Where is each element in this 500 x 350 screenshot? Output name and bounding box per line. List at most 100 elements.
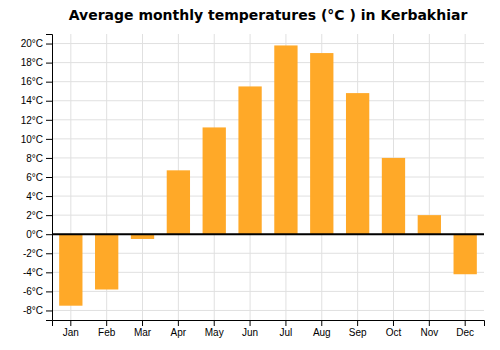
tick-label: 18°C [21,57,43,68]
tick: 20°C [21,38,52,49]
tick-label: 16°C [21,76,43,87]
tick-mark [178,320,179,326]
axis-line [46,35,53,321]
grid-line [465,34,466,320]
chart: -8°C -6°C -4°C -2°C 0°C 2°C 4°C 6°C 8°C 10°C 12°C 1… [0,0,500,350]
tick-mark [46,291,52,292]
bar [310,53,333,234]
grid-line [52,119,484,120]
tick-mark [46,196,52,197]
tick: Dec [456,320,474,338]
tick-mark [46,101,52,102]
tick: Oct [386,320,402,338]
grid-line [52,234,484,235]
bar [418,215,441,234]
tick-label: 0°C [26,229,43,240]
tick-mark [285,320,286,326]
tick-label: 10°C [21,134,43,145]
tick-mark [46,82,52,83]
tick-mark [46,120,52,121]
tick: Jan [63,320,79,338]
grid-line [52,62,484,63]
grid [52,34,484,320]
tick-mark [70,320,71,326]
grid-line [52,43,484,44]
tick-label: 6°C [26,172,43,183]
tick: 4°C [26,191,52,202]
tick-mark [46,44,52,45]
tick-label: -2°C [23,248,43,259]
bar [203,127,226,234]
tick: Mar [134,320,152,338]
grid-line [52,291,484,292]
tick: -2°C [23,248,52,259]
tick-mark [357,320,358,326]
axis-line [53,321,485,327]
tick-label: 12°C [21,115,43,126]
tick-label: 4°C [26,191,43,202]
tick-mark [214,320,215,326]
tick: May [205,320,224,338]
tick-label: -4°C [23,267,43,278]
tick-label: 2°C [26,210,43,221]
tick-label: -6°C [23,286,43,297]
bar [167,170,190,234]
tick-label: 8°C [26,153,43,164]
tick: 0°C [26,229,52,240]
tick: 18°C [21,57,52,68]
grid-line [142,34,143,320]
tick: Jun [242,320,258,338]
tick: Sep [349,320,367,338]
tick-label: Dec [456,327,474,338]
tick-mark [393,320,394,326]
tick: -8°C [23,305,52,316]
tick: 16°C [21,76,52,87]
grid-line [52,100,484,101]
grid-line [52,157,484,158]
tick: -6°C [23,286,52,297]
tick-mark [46,272,52,273]
tick-label: May [205,327,224,338]
bars [59,45,477,305]
plot: -8°C -6°C -4°C -2°C 0°C 2°C 4°C 6°C 8°C 10°C 12°C 1… [21,34,485,338]
title: Average monthly temperatures (°C ) in Ke… [69,7,468,23]
tick-mark [106,320,107,326]
tick: 6°C [26,172,52,183]
bar [382,158,405,234]
grid-line [52,81,484,82]
grid-line [429,34,430,320]
tick-mark [321,320,322,326]
tick-label: 20°C [21,38,43,49]
tick-mark [46,177,52,178]
tick-label: Apr [171,327,187,338]
bar [454,234,477,274]
tick-label: Feb [98,327,116,338]
tick: -4°C [23,267,52,278]
tick-mark [46,158,52,159]
tick-mark [46,215,52,216]
tick: Aug [313,320,331,338]
tick: Feb [98,320,116,338]
tick: Jul [280,320,293,338]
tick-mark [46,234,52,235]
bar [238,86,261,234]
tick-label: Oct [386,327,402,338]
tick: 12°C [21,115,52,126]
grid-line [52,177,484,178]
tick-mark [46,253,52,254]
tick: 10°C [21,134,52,145]
tick-label: Jan [63,327,79,338]
tick-mark [250,320,251,326]
bar [274,45,297,234]
tick: 8°C [26,153,52,164]
tick-mark [46,63,52,64]
tick-label: Mar [134,327,152,338]
bar [59,234,82,306]
tick-label: -8°C [23,305,43,316]
y-axis: -8°C -6°C -4°C -2°C 0°C 2°C 4°C 6°C 8°C 10°C 12°C 1… [21,35,53,321]
tick: Apr [171,320,187,338]
grid-line [52,196,484,197]
tick-mark [429,320,430,326]
tick-label: Nov [420,327,438,338]
tick-label: 14°C [21,95,43,106]
